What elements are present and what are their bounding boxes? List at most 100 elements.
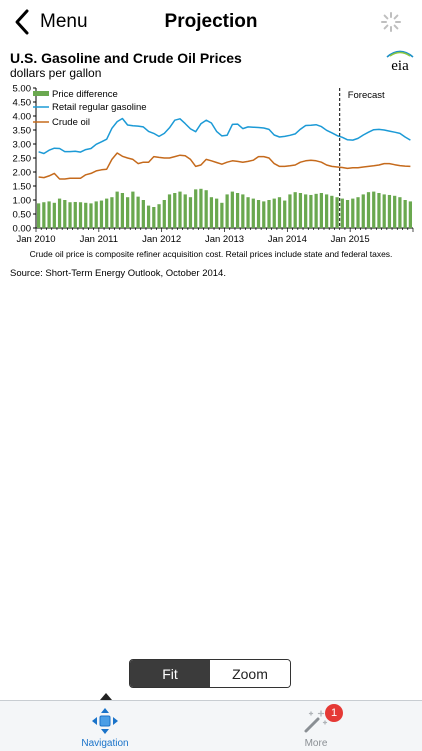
- price-difference-bar: [272, 198, 276, 228]
- magic-wand-icon: [304, 710, 328, 733]
- price-difference-bar: [167, 194, 172, 228]
- y-tick-label: 3.50: [13, 126, 32, 137]
- price-difference-bar: [52, 202, 56, 228]
- price-difference-bar: [199, 188, 203, 228]
- price-difference-bar: [42, 202, 46, 228]
- zoom-button[interactable]: Zoom: [210, 660, 290, 687]
- price-difference-bar: [335, 197, 339, 228]
- eia-logo: eia: [386, 50, 414, 74]
- price-difference-bar: [225, 194, 229, 228]
- price-difference-bar: [173, 193, 177, 228]
- notification-badge: 1: [325, 704, 343, 722]
- price-difference-bar: [105, 198, 109, 228]
- price-difference-bar: [393, 195, 397, 228]
- y-tick-label: 2.00: [13, 168, 32, 179]
- legend-swatch-price-difference: [33, 91, 49, 96]
- crude-oil-price-line: [38, 152, 411, 180]
- y-axis: 0.00 0.50 1.00 1.50 2.00 2.50 3.00 3.50 4.00 4.50…: [13, 84, 37, 235]
- price-chart: 0.00 0.50 1.00 1.50 2.00 2.50 3.00 3.50 4.00 4.50…: [13, 84, 414, 245]
- price-difference-bar: [324, 194, 329, 228]
- price-difference-bars: [36, 188, 413, 228]
- price-difference-bar: [283, 200, 287, 228]
- price-difference-bar: [78, 202, 83, 228]
- price-difference-bar: [209, 197, 214, 228]
- tab-bar: Navigation 1 More: [0, 700, 422, 751]
- price-difference-bar: [183, 194, 187, 228]
- price-difference-bar: [73, 201, 77, 228]
- tab-navigation[interactable]: Navigation: [45, 701, 165, 751]
- price-difference-bar: [288, 194, 292, 228]
- price-difference-bar: [99, 200, 104, 228]
- price-difference-bar: [152, 207, 156, 228]
- price-difference-bar: [403, 200, 407, 228]
- legend-gasoline: Retail regular gasoline: [52, 102, 147, 113]
- legend-price-difference: Price difference: [52, 89, 118, 100]
- navigation-arrows-icon: [92, 708, 118, 734]
- price-difference-bar: [178, 191, 182, 228]
- chart-subtitle: dollars per gallon: [10, 66, 102, 80]
- tab-more[interactable]: 1 More: [256, 701, 376, 751]
- price-difference-bar: [377, 193, 381, 228]
- price-difference-bar: [309, 194, 313, 228]
- y-tick-label: 1.00: [13, 196, 32, 207]
- price-lines: [38, 117, 411, 180]
- price-difference-bar: [304, 194, 308, 228]
- tab-more-label: More: [304, 738, 328, 749]
- price-difference-bar: [89, 203, 93, 228]
- price-difference-bar: [398, 197, 402, 228]
- price-difference-bar: [230, 191, 234, 228]
- price-difference-bar: [361, 194, 365, 228]
- page-title: Projection: [164, 11, 258, 32]
- price-difference-bar: [262, 201, 266, 228]
- price-difference-bar: [330, 195, 334, 228]
- price-difference-bar: [84, 202, 88, 228]
- price-difference-bar: [298, 193, 303, 228]
- back-label: Menu: [40, 11, 88, 32]
- chart-source: Source: Short-Term Energy Outlook, Octob…: [10, 268, 226, 279]
- fit-button[interactable]: Fit: [130, 660, 210, 687]
- x-tick-label: Jan 2011: [80, 234, 118, 245]
- price-difference-bar: [246, 197, 250, 228]
- price-difference-bar: [194, 189, 198, 228]
- price-difference-bar: [47, 201, 51, 228]
- price-difference-bar: [340, 198, 344, 228]
- price-difference-bar: [256, 200, 261, 228]
- price-difference-bar: [157, 204, 161, 228]
- price-difference-bar: [351, 198, 355, 228]
- legend-crude: Crude oil: [52, 117, 90, 128]
- price-difference-bar: [314, 193, 318, 228]
- price-difference-bar: [235, 193, 240, 228]
- chart-legend: Price difference Retail regular gasoline…: [33, 89, 147, 128]
- gasoline-price-line: [38, 117, 411, 155]
- back-button[interactable]: Menu: [12, 8, 88, 36]
- y-tick-label: 0.00: [13, 224, 32, 235]
- price-difference-bar: [110, 197, 114, 228]
- price-difference-bar: [387, 194, 392, 228]
- tab-indicator-caret: [100, 693, 112, 700]
- y-tick-label: 5.00: [13, 84, 32, 95]
- y-tick-label: 4.00: [13, 112, 32, 123]
- x-tick-label: Jan 2012: [142, 234, 181, 245]
- fit-zoom-segmented-control[interactable]: Fit Zoom: [129, 659, 291, 688]
- price-difference-bar: [241, 194, 245, 228]
- chart-note: Crude oil price is composite refiner acq…: [29, 249, 393, 259]
- forecast-label: Forecast: [348, 90, 385, 101]
- price-difference-bar: [293, 192, 297, 228]
- y-tick-label: 1.50: [13, 182, 32, 193]
- y-tick-label: 2.50: [13, 154, 32, 165]
- loading-spinner-icon: [381, 12, 401, 32]
- y-tick-label: 0.50: [13, 210, 32, 221]
- price-difference-bar: [146, 205, 151, 228]
- x-axis: Jan 2010 Jan 2011 Jan 2012 Jan 2013 Jan 2014…: [16, 227, 414, 245]
- price-difference-bar: [277, 197, 282, 228]
- x-tick-label: Jan 2010: [16, 234, 55, 245]
- price-difference-bar: [345, 200, 350, 228]
- price-difference-bar: [68, 202, 72, 228]
- y-tick-label: 4.50: [13, 98, 32, 109]
- price-difference-bar: [188, 197, 193, 228]
- price-difference-bar: [204, 190, 208, 228]
- price-difference-bar: [94, 201, 98, 228]
- tab-navigation-label: Navigation: [81, 738, 129, 749]
- price-difference-bar: [126, 197, 130, 228]
- x-tick-label: Jan 2015: [331, 234, 370, 245]
